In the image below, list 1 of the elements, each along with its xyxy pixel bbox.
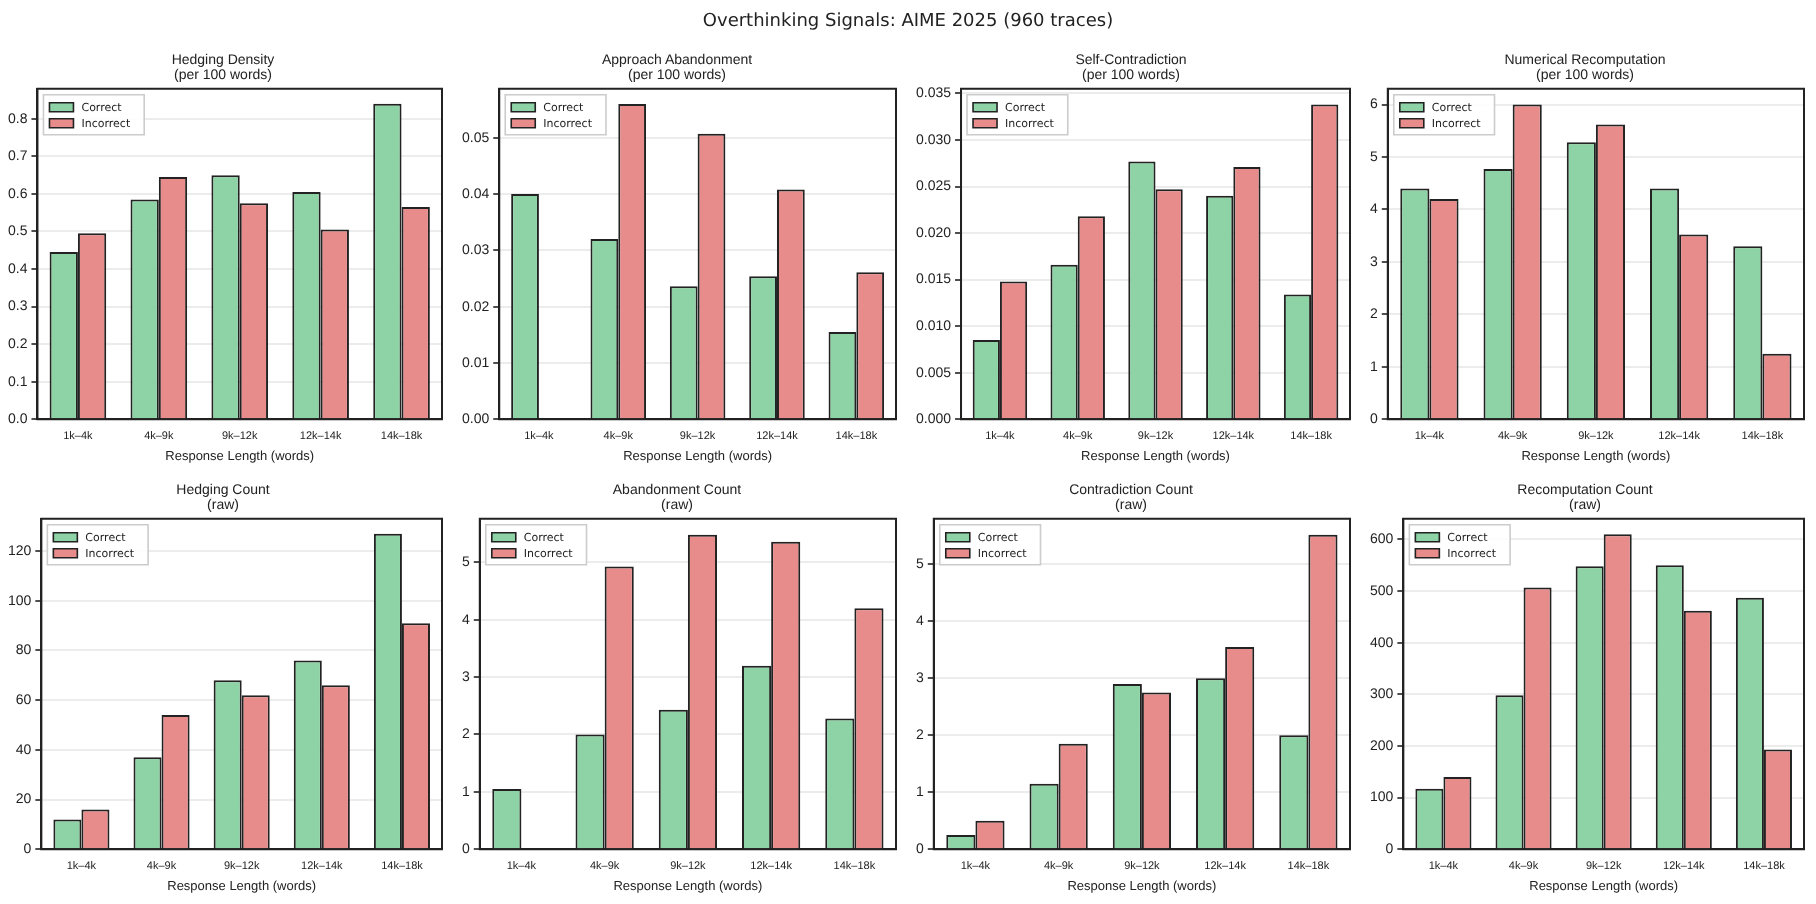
text: Overthinking Signals: AIME 2025 (960 traces): [702, 12, 1114, 32]
